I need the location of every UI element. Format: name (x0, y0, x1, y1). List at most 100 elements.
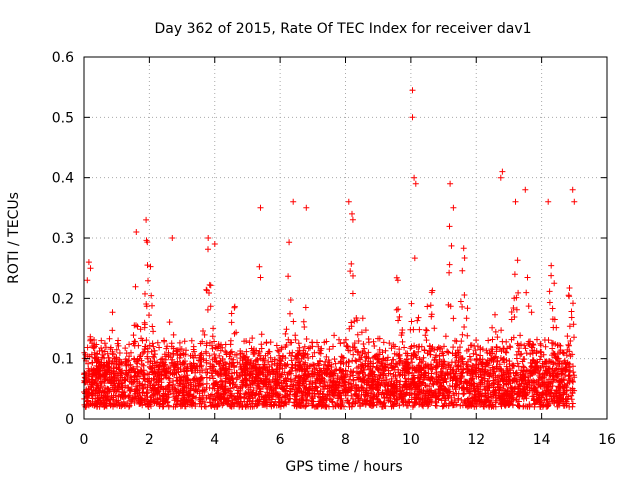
data-point (400, 395, 406, 402)
data-point (547, 358, 554, 365)
data-point (436, 353, 443, 359)
data-point (136, 355, 143, 362)
data-point (103, 344, 109, 351)
data-point (494, 334, 501, 341)
data-point (510, 395, 516, 402)
data-point (379, 371, 386, 378)
data-point (481, 377, 488, 384)
data-point (460, 245, 467, 252)
data-point (450, 204, 457, 211)
data-point (176, 380, 183, 387)
data-point (408, 318, 415, 325)
data-point (203, 394, 210, 401)
data-point (489, 364, 496, 371)
data-point (114, 402, 121, 409)
x-axis-label: GPS time / hours (285, 459, 402, 475)
data-point (198, 363, 204, 370)
data-point (570, 300, 576, 307)
data-point (468, 342, 475, 349)
data-point (252, 377, 259, 384)
data-point (519, 377, 526, 384)
data-point (390, 392, 397, 399)
data-point (519, 392, 526, 399)
data-point (550, 370, 557, 377)
data-point (472, 387, 478, 394)
x-tick-labels: 0 2 4 6 8 10 12 14 16 (80, 432, 616, 448)
data-point (402, 350, 409, 357)
data-point (468, 381, 475, 387)
data-point (483, 361, 490, 368)
data-point (438, 382, 445, 389)
data-point (283, 401, 290, 408)
data-point (394, 351, 400, 358)
y-tick-label: 0.4 (52, 171, 74, 187)
data-point (298, 365, 305, 372)
data-point (423, 326, 429, 333)
data-point (101, 373, 108, 380)
data-point (487, 370, 494, 377)
data-point (433, 402, 440, 409)
data-point (416, 356, 423, 363)
data-point (567, 367, 574, 374)
x-tick-label: 14 (533, 432, 551, 448)
data-point (401, 392, 408, 399)
data-point (323, 353, 330, 360)
data-point (126, 353, 133, 360)
data-point (268, 385, 275, 392)
data-point (506, 401, 513, 407)
data-point (560, 367, 566, 374)
data-point (348, 260, 355, 267)
data-point (315, 343, 322, 350)
x-tick-label: 16 (598, 432, 616, 448)
data-point (459, 369, 466, 376)
data-point (374, 356, 381, 363)
data-point (520, 380, 527, 387)
data-point (127, 373, 134, 380)
data-point (523, 384, 530, 391)
data-point (373, 402, 380, 408)
data-point (174, 347, 181, 353)
data-point (285, 396, 292, 403)
data-point (513, 376, 519, 382)
data-point (143, 389, 150, 396)
data-point (140, 371, 147, 378)
data-point (163, 369, 170, 376)
data-point (115, 337, 122, 344)
data-point (274, 347, 281, 354)
data-point (272, 380, 279, 387)
data-point (556, 361, 562, 367)
data-point (397, 391, 404, 398)
data-point (128, 379, 135, 386)
data-point (551, 280, 558, 287)
data-point (522, 186, 529, 193)
data-point (358, 378, 365, 385)
data-point (411, 174, 418, 181)
data-point (96, 403, 103, 410)
data-point (403, 356, 410, 363)
data-point (419, 396, 426, 403)
data-point (449, 402, 456, 409)
data-point (409, 403, 416, 410)
data-point (151, 375, 158, 382)
data-point (514, 391, 521, 398)
data-point (565, 372, 572, 378)
data-point (121, 377, 128, 384)
data-point (362, 360, 369, 367)
data-point (516, 345, 523, 352)
data-point (280, 383, 287, 390)
data-point (354, 348, 361, 355)
data-point (375, 366, 382, 373)
data-point (529, 356, 536, 363)
data-point (538, 394, 545, 401)
data-point (450, 344, 457, 351)
data-point (329, 382, 336, 389)
data-point (309, 398, 316, 405)
data-point (342, 336, 349, 343)
data-point (468, 395, 475, 402)
data-point (470, 394, 476, 401)
data-point (141, 321, 148, 328)
data-point (432, 354, 439, 361)
data-point (409, 114, 416, 121)
data-point (151, 400, 158, 407)
data-point (525, 374, 531, 380)
